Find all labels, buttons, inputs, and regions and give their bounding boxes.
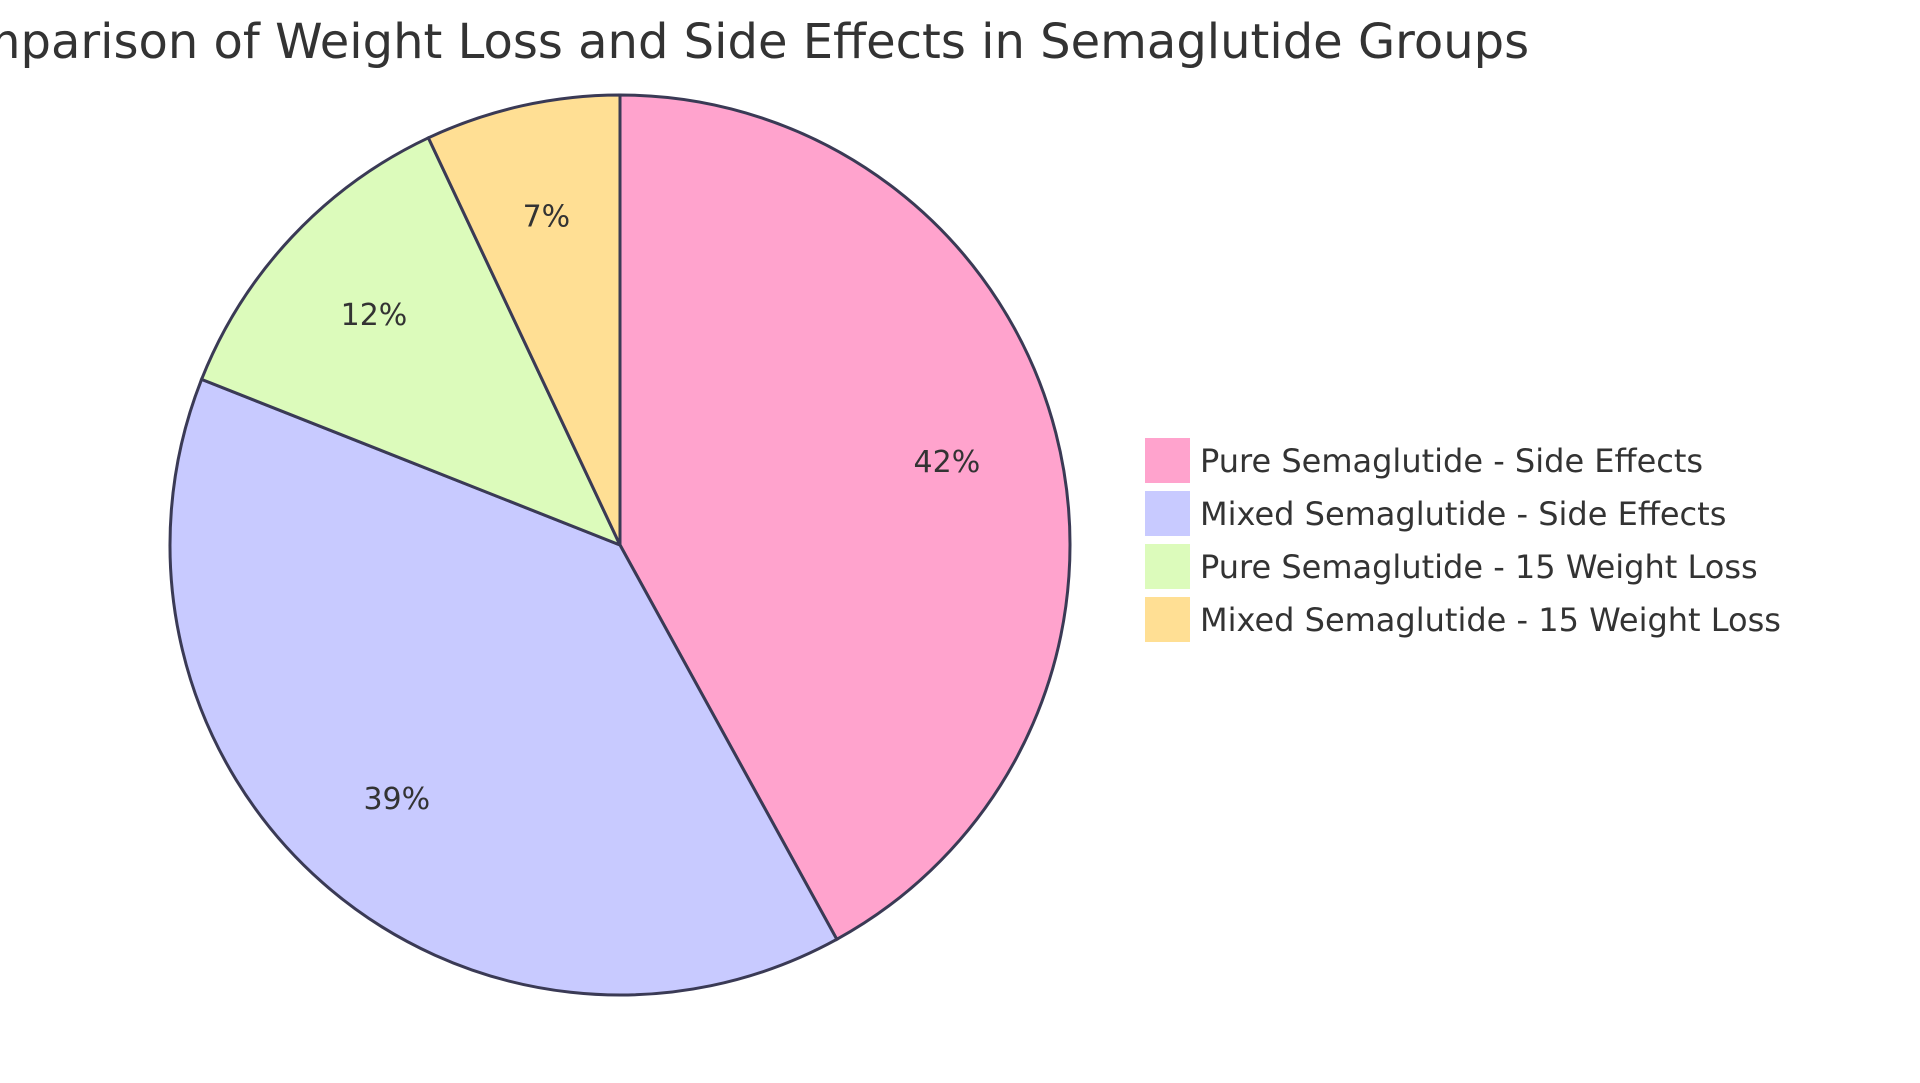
- legend-swatch-3: [1145, 544, 1190, 589]
- pie-slice-1: [618, 93, 1072, 942]
- legend-label-2: Mixed Semaglutide - Side Effects: [1200, 495, 1726, 533]
- legend-swatch-2: [1145, 491, 1190, 536]
- legend-swatch-4: [1145, 597, 1190, 642]
- chart-title: Comparison of Weight Loss and Side Effec…: [0, 14, 1529, 70]
- legend-swatch-1: [1145, 438, 1190, 483]
- legend-label-1: Pure Semaglutide - Side Effects: [1200, 442, 1703, 480]
- pie-slices: [168, 93, 1072, 997]
- slice-label-2: 39%: [363, 782, 430, 817]
- legend-label-3: Pure Semaglutide - 15 Weight Loss: [1200, 548, 1758, 586]
- pie-slice-4: [426, 93, 622, 546]
- legend: Pure Semaglutide - Side Effects Mixed Sem…: [1145, 438, 1781, 642]
- pie-slice-labels: 42% 39% 12% 7%: [341, 200, 981, 818]
- legend-label-4: Mixed Semaglutide - 15 Weight Loss: [1200, 601, 1781, 639]
- slice-label-4: 7%: [523, 200, 571, 235]
- slice-label-1: 42%: [914, 445, 981, 480]
- pie-slice-3: [199, 135, 623, 548]
- slice-label-3: 12%: [341, 298, 408, 333]
- pie-slice-2: [168, 377, 839, 997]
